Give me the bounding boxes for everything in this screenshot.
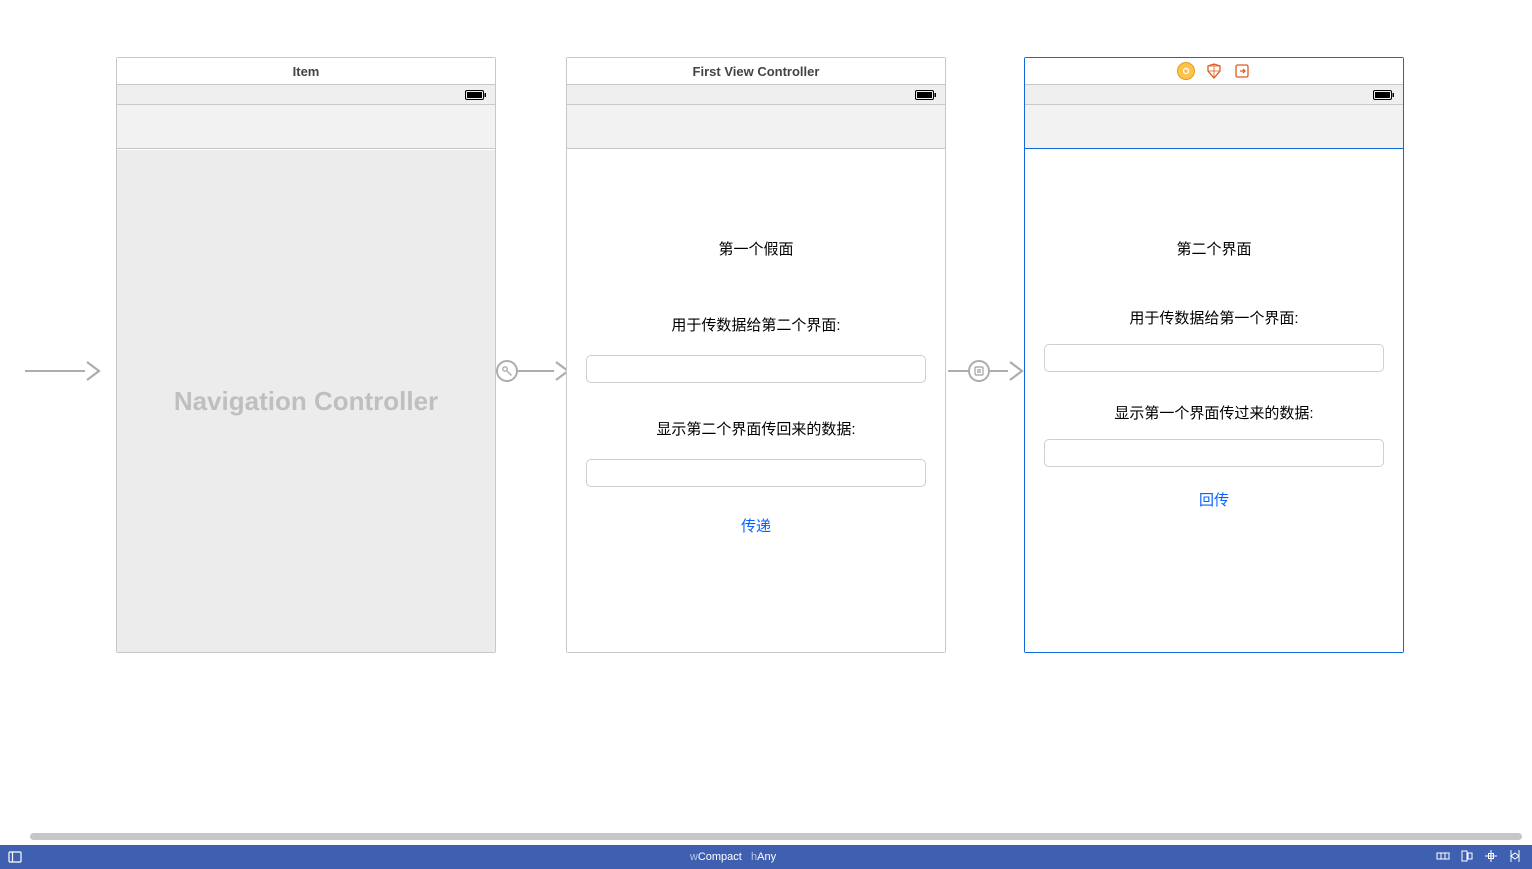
section-label-send: 用于传数据给第二个界面: [671, 314, 840, 335]
scene-second-view-controller[interactable]: 第二个界面 用于传数据给第一个界面: 显示第一个界面传过来的数据: 回传 [1024, 57, 1404, 653]
segue-badge-show-icon [968, 360, 990, 382]
scene-title-bar[interactable]: Item [117, 58, 495, 85]
text-field-send[interactable] [1044, 344, 1384, 372]
scene-first-view-controller[interactable]: First View Controller 第一个假面 用于传数据给第二个界面:… [566, 57, 946, 653]
status-bar [567, 85, 945, 105]
scene-navigation-controller[interactable]: Item Navigation Controller [116, 57, 496, 653]
entry-arrow[interactable] [25, 360, 103, 382]
size-class-w-prefix: w [690, 851, 698, 863]
bottom-toolbar: wCompact hAny [0, 845, 1532, 869]
text-field-receive[interactable] [586, 459, 926, 487]
scene-title-bar[interactable] [1025, 58, 1403, 85]
stack-tool-icon[interactable] [1436, 849, 1450, 866]
navigation-bar [1025, 105, 1403, 149]
segue-show[interactable] [948, 360, 1026, 382]
segue-badge-root-icon [496, 360, 518, 382]
section-label-receive: 显示第一个界面传过来的数据: [1114, 402, 1313, 423]
scene-body: 第二个界面 用于传数据给第一个界面: 显示第一个界面传过来的数据: 回传 [1025, 150, 1403, 652]
navigation-bar [117, 105, 495, 149]
outline-toggle-button[interactable] [0, 850, 30, 864]
size-class-w: Compact [698, 851, 742, 863]
return-button[interactable]: 回传 [1199, 489, 1229, 510]
size-class-h: Any [757, 851, 776, 863]
section-label-receive: 显示第二个界面传回来的数据: [656, 418, 855, 439]
battery-icon [915, 90, 937, 100]
segue-root-view-controller[interactable] [498, 360, 572, 382]
title-label: 第一个假面 [718, 238, 793, 259]
exit-icon[interactable] [1233, 62, 1251, 80]
battery-icon [1373, 90, 1395, 100]
navigation-controller-placeholder: Navigation Controller [174, 386, 438, 417]
scrollbar-thumb[interactable] [30, 833, 1522, 840]
status-bar [117, 85, 495, 105]
scene-title: First View Controller [693, 64, 820, 79]
pass-button[interactable]: 传递 [741, 515, 771, 536]
status-bar [1025, 85, 1403, 105]
section-label-send: 用于传数据给第一个界面: [1129, 307, 1298, 328]
scene-title: Item [293, 64, 320, 79]
pin-tool-icon[interactable] [1484, 849, 1498, 866]
title-label: 第二个界面 [1176, 238, 1251, 259]
view-controller-icon[interactable] [1177, 62, 1195, 80]
align-tool-icon[interactable] [1460, 849, 1474, 866]
horizontal-scrollbar[interactable] [30, 833, 1522, 843]
text-field-receive[interactable] [1044, 439, 1384, 467]
scene-body: 第一个假面 用于传数据给第二个界面: 显示第二个界面传回来的数据: 传递 [567, 150, 945, 652]
text-field-send[interactable] [586, 355, 926, 383]
navigation-bar [567, 105, 945, 149]
resolve-issues-tool-icon[interactable] [1508, 849, 1522, 866]
first-responder-icon[interactable] [1205, 62, 1223, 80]
storyboard-canvas[interactable]: Item Navigation Controller First View Co… [0, 0, 1532, 845]
size-class-control[interactable]: wCompact hAny [30, 851, 1436, 863]
scene-title-bar[interactable]: First View Controller [567, 58, 945, 85]
battery-icon [465, 90, 487, 100]
scene-body: Navigation Controller [117, 150, 495, 652]
